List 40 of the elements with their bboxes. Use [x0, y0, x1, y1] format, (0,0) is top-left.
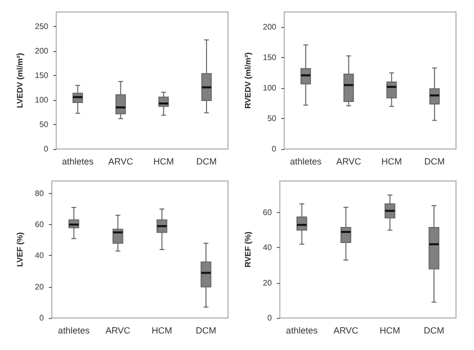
y-axis-title: LVEDV (ml/m²): [16, 52, 24, 108]
x-tick-label: athletes: [62, 156, 94, 166]
y-axis-title: LVEF (%): [16, 232, 24, 267]
y-tick-label: 60: [262, 208, 272, 218]
y-tick-label: 150: [34, 71, 49, 80]
x-tick-label: ARVC: [336, 156, 362, 166]
x-tick-label: HCM: [152, 326, 172, 336]
y-tick-label: 50: [39, 120, 49, 130]
y-tick-label: 50: [267, 114, 277, 124]
x-tick-label: ARVC: [333, 326, 359, 336]
y-axis-title: RVEDV (ml/m²): [244, 52, 252, 109]
y-tick-label: 200: [34, 46, 49, 56]
x-tick-label: DCM: [196, 156, 217, 166]
x-tick-label: DCM: [424, 156, 445, 166]
x-tick-label: DCM: [424, 326, 444, 336]
y-tick-label: 250: [34, 22, 49, 32]
y-tick-label: 60: [34, 220, 44, 230]
y-tick-label: 20: [262, 278, 272, 288]
x-tick-label: DCM: [196, 326, 216, 336]
x-tick-label: athletes: [58, 326, 90, 336]
y-tick-label: 0: [39, 314, 44, 322]
x-tick-label: HCM: [153, 156, 174, 166]
y-tick-label: 200: [262, 22, 277, 32]
y-tick-label: 100: [34, 96, 49, 105]
y-tick-label: 80: [34, 188, 44, 198]
y-tick-label: 0: [272, 144, 277, 154]
x-tick-label: ARVC: [105, 326, 131, 336]
x-tick-label: ARVC: [108, 156, 134, 166]
y-tick-label: 40: [262, 243, 272, 252]
x-tick-label: athletes: [286, 326, 318, 336]
y-tick-label: 20: [34, 282, 44, 292]
x-tick-label: HCM: [380, 326, 400, 336]
y-tick-label: 100: [262, 84, 277, 93]
y-tick-label: 40: [34, 251, 44, 260]
y-tick-label: 0: [44, 144, 49, 154]
x-tick-label: HCM: [381, 156, 402, 166]
y-tick-label: 150: [262, 53, 277, 62]
y-tick-label: 0: [267, 314, 272, 322]
y-axis-title: RVEF (%): [244, 231, 252, 268]
x-tick-label: athletes: [290, 156, 322, 166]
